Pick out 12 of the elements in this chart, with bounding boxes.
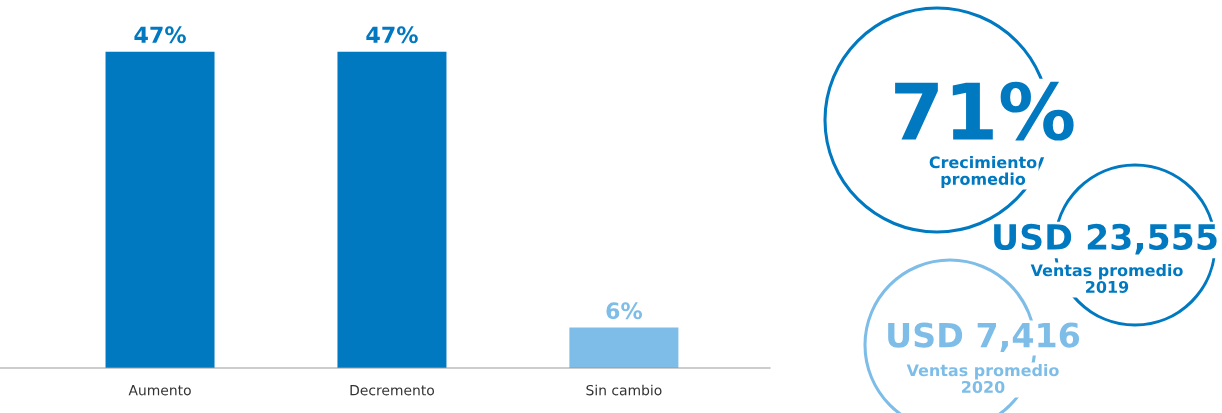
data-label: 6% bbox=[606, 302, 643, 320]
text: USD 7,416 bbox=[888, 322, 1080, 352]
text: 71% bbox=[895, 81, 1074, 141]
text: Ventas promedio 2020 bbox=[906, 363, 1059, 393]
data-label: 47% bbox=[366, 26, 418, 44]
text: Crecimiento promedio bbox=[929, 155, 1037, 189]
data-label: 47% bbox=[134, 26, 186, 44]
text: USD 23,555 bbox=[994, 223, 1217, 255]
x-tick-label: Sin cambio bbox=[586, 384, 662, 396]
x-tick-label: Decremento bbox=[350, 385, 435, 396]
text: Ventas promedio 2019 bbox=[1030, 263, 1183, 293]
x-tick-label: Aumento bbox=[128, 385, 191, 396]
